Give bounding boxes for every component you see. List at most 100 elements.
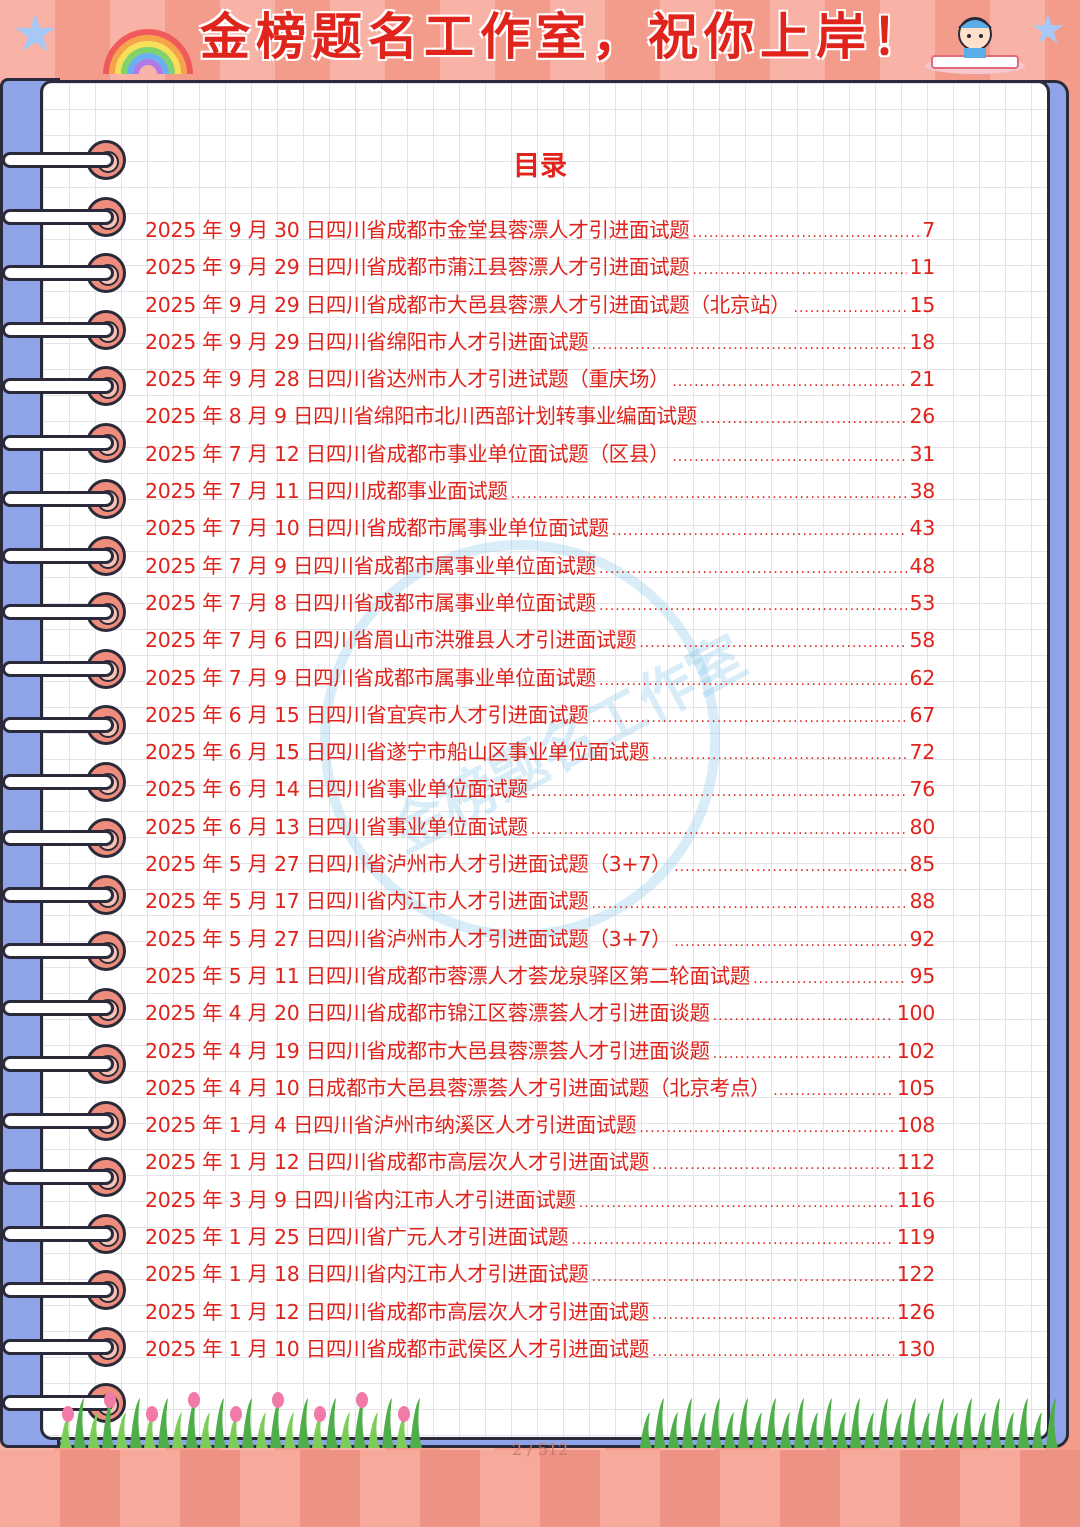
toc-entry[interactable]: 2025 年 8 月 9 日四川省绵阳市北川西部计划转事业编面试题 26 — [145, 399, 935, 436]
toc-entry-title: 2025 年 1 月 12 日四川省成都市高层次人才引进面试题 — [145, 1150, 650, 1175]
page-indicator: 2 / 512 — [511, 1440, 569, 1459]
toc-leader-dots — [652, 747, 906, 763]
toc-entry-page: 100 — [896, 1001, 936, 1026]
toc-leader-dots — [579, 1195, 894, 1211]
toc-entry[interactable]: 2025 年 7 月 10 日四川省成都市属事业单位面试题 43 — [145, 511, 935, 548]
toc-entry-page: 26 — [909, 404, 936, 429]
spiral-ring — [0, 1042, 128, 1086]
spiral-ring — [0, 1212, 128, 1256]
toc-entry-page: 38 — [909, 479, 936, 504]
toc-entry[interactable]: 2025 年 1 月 18 日四川省内江市人才引进面试题 122 — [145, 1257, 935, 1294]
toc-entry-page: 116 — [896, 1187, 936, 1212]
toc-entry[interactable]: 2025 年 9 月 29 日四川省绵阳市人才引进面试题 18 — [145, 325, 935, 362]
toc-entry-title: 2025 年 5 月 27 日四川省泸州市人才引进面试题（3+7） — [145, 852, 672, 877]
toc-entry[interactable]: 2025 年 4 月 19 日四川省成都市大邑县蓉漂荟人才引进面谈题 102 — [145, 1034, 935, 1071]
toc-leader-dots — [571, 1232, 893, 1248]
toc-entry[interactable]: 2025 年 5 月 17 日四川省内江市人才引进面试题 88 — [145, 884, 935, 921]
toc-entry-page: 18 — [909, 329, 936, 354]
toc-entry[interactable]: 2025 年 6 月 15 日四川省宜宾市人才引进面试题 67 — [145, 698, 935, 735]
toc-entry-title: 2025 年 1 月 25 日四川省广元人才引进面试题 — [145, 1225, 569, 1250]
toc-entry[interactable]: 2025 年 3 月 9 日四川省内江市人才引进面试题 116 — [145, 1183, 935, 1220]
toc-entry-page: 122 — [896, 1262, 936, 1287]
toc-entry-page: 112 — [896, 1150, 936, 1175]
toc-leader-dots — [692, 262, 906, 278]
toc-entry-title: 2025 年 7 月 9 日四川省成都市属事业单位面试题 — [145, 553, 596, 578]
toc-leader-dots — [713, 1008, 894, 1024]
toc-leader-dots — [591, 710, 906, 726]
toc-entry-title: 2025 年 4 月 20 日四川省成都市锦江区蓉漂荟人才引进面谈题 — [145, 1001, 710, 1026]
toc-entry[interactable]: 2025 年 4 月 10 日成都市大邑县蓉漂荟人才引进面试题（北京考点） 105 — [145, 1071, 935, 1108]
toc-entry-page: 126 — [896, 1299, 936, 1324]
toc-leader-dots — [652, 1157, 894, 1173]
toc-leader-dots — [652, 1307, 894, 1323]
banner: ★ 金榜题名工作室，祝你上岸！ ★ — [0, 0, 1080, 78]
toc-leader-dots — [753, 971, 906, 987]
toc-leader-dots — [639, 635, 906, 651]
toc-entry-page: 85 — [909, 852, 936, 877]
toc-entry-page: 105 — [896, 1075, 936, 1100]
spiral-ring — [0, 647, 128, 691]
spiral-ring — [0, 534, 128, 578]
toc-leader-dots — [773, 1083, 893, 1099]
toc-entry[interactable]: 2025 年 1 月 12 日四川省成都市高层次人才引进面试题 112 — [145, 1145, 935, 1182]
toc-entry[interactable]: 2025 年 7 月 9 日四川省成都市属事业单位面试题 62 — [145, 661, 935, 698]
toc-entry[interactable]: 2025 年 6 月 13 日四川省事业单位面试题 80 — [145, 810, 935, 847]
toc-entry[interactable]: 2025 年 6 月 14 日四川省事业单位面试题 76 — [145, 772, 935, 809]
toc-leader-dots — [599, 598, 907, 614]
toc-entry-title: 2025 年 7 月 9 日四川省成都市属事业单位面试题 — [145, 665, 596, 690]
toc-entry[interactable]: 2025 年 6 月 15 日四川省遂宁市船山区事业单位面试题 72 — [145, 735, 935, 772]
toc-entry[interactable]: 2025 年 7 月 9 日四川省成都市属事业单位面试题 48 — [145, 549, 935, 586]
toc-entry-title: 2025 年 8 月 9 日四川省绵阳市北川西部计划转事业编面试题 — [145, 404, 697, 429]
toc-entry[interactable]: 2025 年 4 月 20 日四川省成都市锦江区蓉漂荟人才引进面谈题 100 — [145, 996, 935, 1033]
toc-entry-page: 43 — [909, 516, 936, 541]
toc-list: 2025 年 9 月 30 日四川省成都市金堂县蓉漂人才引进面试题72025 年… — [145, 213, 935, 1369]
toc-entry[interactable]: 2025 年 9 月 28 日四川省达州市人才引进试题（重庆场） 21 — [145, 362, 935, 399]
toc-entry-title: 2025 年 7 月 11 日四川成都事业面试题 — [145, 479, 508, 504]
toc-heading: 目录 — [513, 151, 567, 182]
spiral-ring — [0, 195, 128, 239]
spiral-ring — [0, 251, 128, 295]
toc-entry-title: 2025 年 5 月 17 日四川省内江市人才引进面试题 — [145, 889, 589, 914]
toc-leader-dots — [591, 896, 906, 912]
toc-entry[interactable]: 2025 年 9 月 30 日四川省成都市金堂县蓉漂人才引进面试题 7 — [145, 213, 935, 250]
toc-entry[interactable]: 2025 年 1 月 25 日四川省广元人才引进面试题 119 — [145, 1220, 935, 1257]
toc-entry[interactable]: 2025 年 5 月 27 日四川省泸州市人才引进面试题（3+7） 92 — [145, 922, 935, 959]
toc-entry-page: 119 — [896, 1225, 936, 1250]
spiral-ring — [0, 1325, 128, 1369]
spiral-ring — [0, 986, 128, 1030]
banner-title: 金榜题名工作室，祝你上岸！ — [200, 7, 928, 66]
toc-leader-dots — [700, 411, 907, 427]
toc-entry-page: 58 — [909, 628, 936, 653]
toc-entry[interactable]: 2025 年 1 月 12 日四川省成都市高层次人才引进面试题 126 — [145, 1295, 935, 1332]
toc-entry[interactable]: 2025 年 5 月 11 日四川省成都市蓉漂人才荟龙泉驿区第二轮面试题 95 — [145, 959, 935, 996]
toc-entry[interactable]: 2025 年 1 月 10 日四川省成都市武侯区人才引进面试题 130 — [145, 1332, 935, 1369]
toc-entry[interactable]: 2025 年 1 月 4 日四川省泸州市纳溪区人才引进面试题 108 — [145, 1108, 935, 1145]
toc-entry[interactable]: 2025 年 9 月 29 日四川省成都市蒲江县蓉漂人才引进面试题 11 — [145, 250, 935, 287]
toc-leader-dots — [672, 374, 906, 390]
toc-leader-dots — [612, 523, 907, 539]
reading-kid-icon — [925, 17, 1025, 74]
toc-leader-dots — [531, 822, 907, 838]
rainbow-icon — [103, 29, 193, 75]
toc-entry-page: 76 — [909, 777, 936, 802]
toc-leader-dots — [674, 934, 906, 950]
toc-entry[interactable]: 2025 年 7 月 11 日四川成都事业面试题 38 — [145, 474, 935, 511]
toc-entry[interactable]: 2025 年 7 月 12 日四川省成都市事业单位面试题（区县） 31 — [145, 437, 935, 474]
flower-border-decoration — [60, 1392, 1058, 1448]
spiral-ring — [0, 760, 128, 804]
toc-entry[interactable]: 2025 年 5 月 27 日四川省泸州市人才引进面试题（3+7） 85 — [145, 847, 935, 884]
toc-leader-dots — [652, 1344, 894, 1360]
toc-leader-dots — [599, 673, 907, 689]
spiral-ring — [0, 308, 128, 352]
spiral-ring — [0, 703, 128, 747]
toc-entry-page: 88 — [909, 889, 936, 914]
toc-entry[interactable]: 2025 年 7 月 8 日四川省成都市属事业单位面试题 53 — [145, 586, 935, 623]
toc-entry[interactable]: 2025 年 9 月 29 日四川省成都市大邑县蓉漂人才引进面试题（北京站） 15 — [145, 288, 935, 325]
toc-entry-title: 2025 年 9 月 29 日四川省成都市蒲江县蓉漂人才引进面试题 — [145, 255, 690, 280]
toc-entry-title: 2025 年 6 月 14 日四川省事业单位面试题 — [145, 777, 528, 802]
spiral-ring — [0, 1099, 128, 1143]
toc-entry-title: 2025 年 9 月 29 日四川省成都市大邑县蓉漂人才引进面试题（北京站） — [145, 292, 791, 317]
spiral-ring — [0, 364, 128, 408]
spiral-ring — [0, 1268, 128, 1312]
toc-entry[interactable]: 2025 年 7 月 6 日四川省眉山市洪雅县人才引进面试题 58 — [145, 623, 935, 660]
